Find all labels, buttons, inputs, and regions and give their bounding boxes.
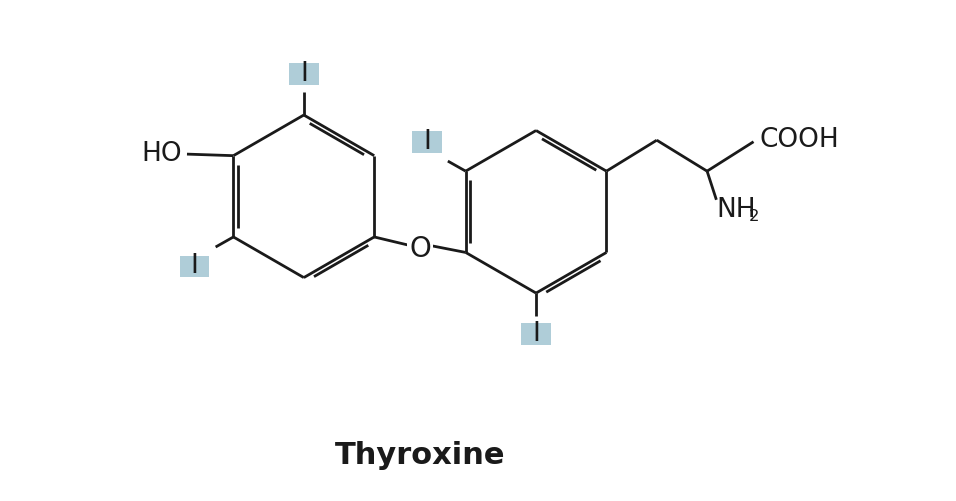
- Text: I: I: [191, 254, 199, 280]
- Text: COOH: COOH: [760, 127, 839, 153]
- Text: NH: NH: [716, 197, 756, 223]
- Text: Thyroxine: Thyroxine: [335, 441, 505, 470]
- Text: I: I: [532, 321, 540, 347]
- FancyBboxPatch shape: [521, 323, 551, 345]
- FancyBboxPatch shape: [412, 131, 442, 153]
- Text: HO: HO: [141, 141, 182, 167]
- Text: O: O: [409, 234, 431, 263]
- Text: I: I: [423, 129, 431, 155]
- FancyBboxPatch shape: [289, 63, 318, 85]
- Text: I: I: [300, 61, 308, 87]
- Text: 2: 2: [749, 209, 759, 224]
- FancyBboxPatch shape: [180, 256, 209, 277]
